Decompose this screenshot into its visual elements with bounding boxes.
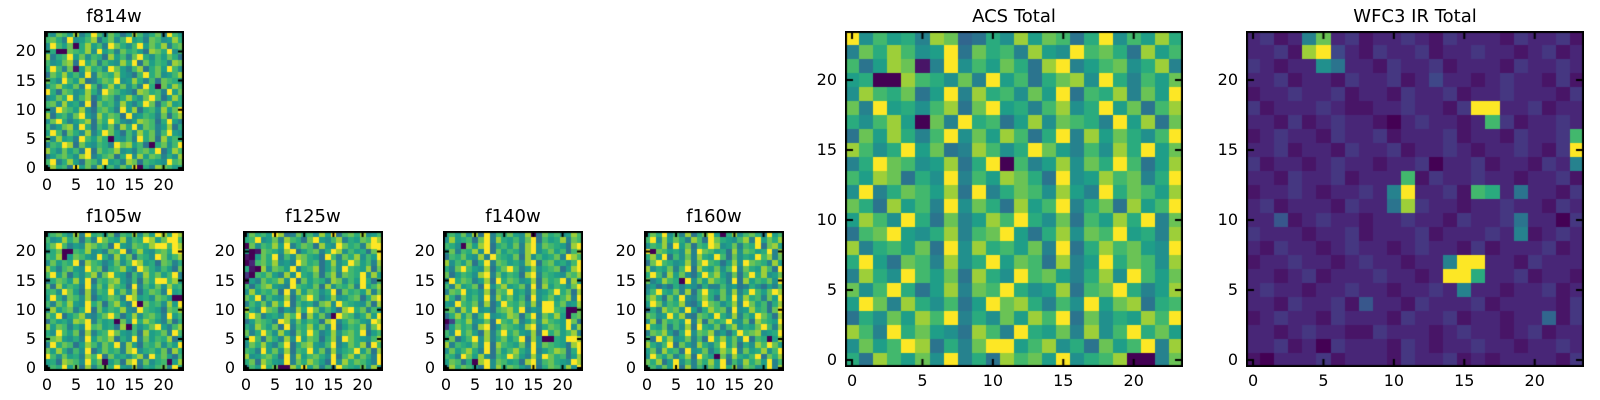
heatmap-acs_total — [845, 31, 1183, 367]
x-tick-label: 15 — [124, 175, 145, 194]
x-tick-label: 20 — [153, 175, 174, 194]
x-tick-label: 10 — [294, 375, 315, 394]
heatmap-f125w — [243, 231, 383, 371]
heatmap-f160w — [644, 231, 784, 371]
x-tick-label: 0 — [41, 375, 52, 394]
x-tick-label: 15 — [523, 375, 544, 394]
y-tick-label: 10 — [1217, 210, 1238, 229]
x-tick-label: 5 — [670, 375, 682, 394]
y-tick-label: 10 — [414, 299, 435, 319]
y-tick-label: 5 — [424, 328, 435, 348]
y-tick-label: 0 — [25, 358, 36, 378]
y-tick-label: 15 — [816, 140, 837, 159]
heatmap-wfc3_ir_total — [1246, 31, 1584, 367]
x-tick-label: 5 — [469, 375, 481, 394]
x-tick-label: 0 — [41, 175, 52, 194]
y-tick-label: 0 — [1227, 350, 1238, 369]
x-tick-label: 5 — [70, 175, 82, 194]
x-tick-label: 10 — [494, 375, 515, 394]
y-tick-label: 10 — [615, 299, 636, 319]
y-tick-label: 5 — [25, 128, 36, 148]
y-tick-label: 5 — [1227, 280, 1238, 299]
y-tick-label: 5 — [224, 328, 235, 348]
x-tick-label: 15 — [1053, 371, 1074, 390]
x-tick-label: 5 — [70, 375, 82, 394]
y-tick-label: 10 — [214, 299, 235, 319]
y-tick-label: 20 — [15, 41, 36, 61]
x-tick-label: 5 — [917, 371, 928, 390]
y-tick-label: 5 — [25, 328, 36, 348]
y-tick-label: 15 — [414, 270, 435, 290]
panel-title-f814w: f814w — [86, 6, 142, 27]
x-tick-label: 10 — [695, 375, 716, 394]
y-tick-label: 20 — [414, 241, 435, 261]
x-tick-label: 10 — [95, 175, 116, 194]
y-tick-label: 15 — [214, 270, 235, 290]
y-tick-label: 15 — [15, 70, 36, 90]
x-tick-label: 20 — [552, 375, 573, 394]
y-tick-label: 15 — [15, 270, 36, 290]
panel-title-f140w: f140w — [485, 206, 541, 227]
panel-title-f105w: f105w — [86, 206, 142, 227]
heatmap-f140w — [443, 231, 583, 371]
y-tick-label: 15 — [1217, 140, 1238, 159]
x-tick-label: 20 — [352, 375, 373, 394]
heatmap-f814w — [44, 31, 184, 171]
x-tick-label: 10 — [982, 371, 1004, 390]
x-tick-label: 15 — [1454, 371, 1475, 390]
heatmap-f105w — [44, 231, 184, 371]
y-tick-label: 15 — [615, 270, 636, 290]
x-tick-label: 0 — [440, 375, 451, 394]
y-tick-label: 5 — [826, 280, 837, 299]
x-tick-label: 0 — [240, 375, 251, 394]
y-tick-label: 0 — [826, 350, 837, 369]
x-tick-label: 20 — [1524, 371, 1545, 390]
x-tick-label: 5 — [269, 375, 281, 394]
x-tick-label: 15 — [124, 375, 145, 394]
x-tick-label: 0 — [846, 371, 858, 390]
panel-title-wfc3_ir_total: WFC3 IR Total — [1353, 6, 1477, 27]
y-tick-label: 20 — [615, 241, 636, 261]
y-tick-label: 0 — [25, 158, 36, 178]
y-tick-label: 0 — [424, 358, 435, 378]
x-tick-label: 15 — [724, 375, 745, 394]
y-tick-label: 20 — [816, 70, 837, 89]
panel-title-f125w: f125w — [285, 206, 341, 227]
y-tick-label: 0 — [224, 358, 235, 378]
x-tick-label: 20 — [753, 375, 774, 394]
panel-title-acs_total: ACS Total — [972, 6, 1056, 27]
y-tick-label: 0 — [625, 358, 636, 378]
y-tick-label: 5 — [625, 328, 636, 348]
y-tick-label: 20 — [214, 241, 235, 261]
y-tick-label: 10 — [15, 99, 36, 119]
x-tick-label: 20 — [1123, 371, 1144, 390]
x-tick-label: 0 — [641, 375, 652, 394]
x-tick-label: 15 — [323, 375, 344, 394]
y-tick-label: 10 — [816, 210, 837, 229]
x-tick-label: 5 — [1318, 371, 1329, 390]
x-tick-label: 20 — [153, 375, 174, 394]
x-tick-label: 10 — [1383, 371, 1405, 390]
x-tick-label: 0 — [1247, 371, 1259, 390]
y-tick-label: 20 — [1217, 70, 1238, 89]
y-tick-label: 20 — [15, 241, 36, 261]
panel-title-f160w: f160w — [686, 206, 742, 227]
x-tick-label: 10 — [95, 375, 116, 394]
y-tick-label: 10 — [15, 299, 36, 319]
